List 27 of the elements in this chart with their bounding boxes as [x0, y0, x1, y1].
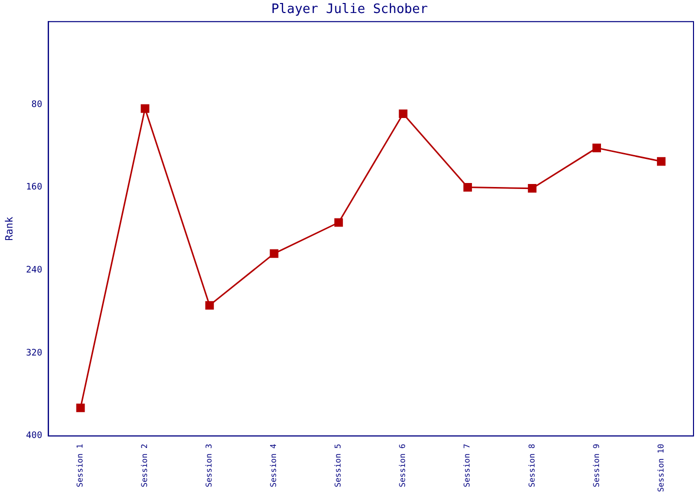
- point: [270, 249, 278, 258]
- x-tick-label: Session 3: [204, 444, 214, 488]
- y-tick-label: 80: [31, 100, 42, 110]
- x-tick-label: Session 1: [76, 444, 85, 488]
- y-tick-label: 240: [26, 265, 42, 276]
- y-tick-label: 400: [26, 431, 42, 442]
- x-tick-label: Session 4: [269, 444, 278, 488]
- y-axis-title: Rank: [4, 216, 16, 241]
- point: [334, 218, 343, 227]
- point: [76, 404, 85, 412]
- point: [592, 144, 601, 152]
- point: [398, 109, 408, 118]
- point: [528, 184, 536, 193]
- point: [656, 157, 666, 166]
- x-tick-label: Session 8: [527, 444, 536, 488]
- x-tick-label: Session 7: [462, 444, 472, 488]
- x-tick-label: Session 5: [334, 444, 343, 488]
- point: [140, 104, 150, 113]
- point: [463, 183, 472, 192]
- point: [205, 301, 214, 310]
- x-tick-label: Session 2: [140, 444, 150, 488]
- y-tick-label: 160: [26, 182, 42, 193]
- chart-title: Player Julie Schober: [271, 2, 428, 18]
- x-tick-label: Session 9: [592, 444, 601, 488]
- y-tick-label: 320: [26, 348, 42, 358]
- x-tick-label: Session 6: [398, 444, 408, 488]
- x-tick-label: Session 10: [656, 444, 666, 492]
